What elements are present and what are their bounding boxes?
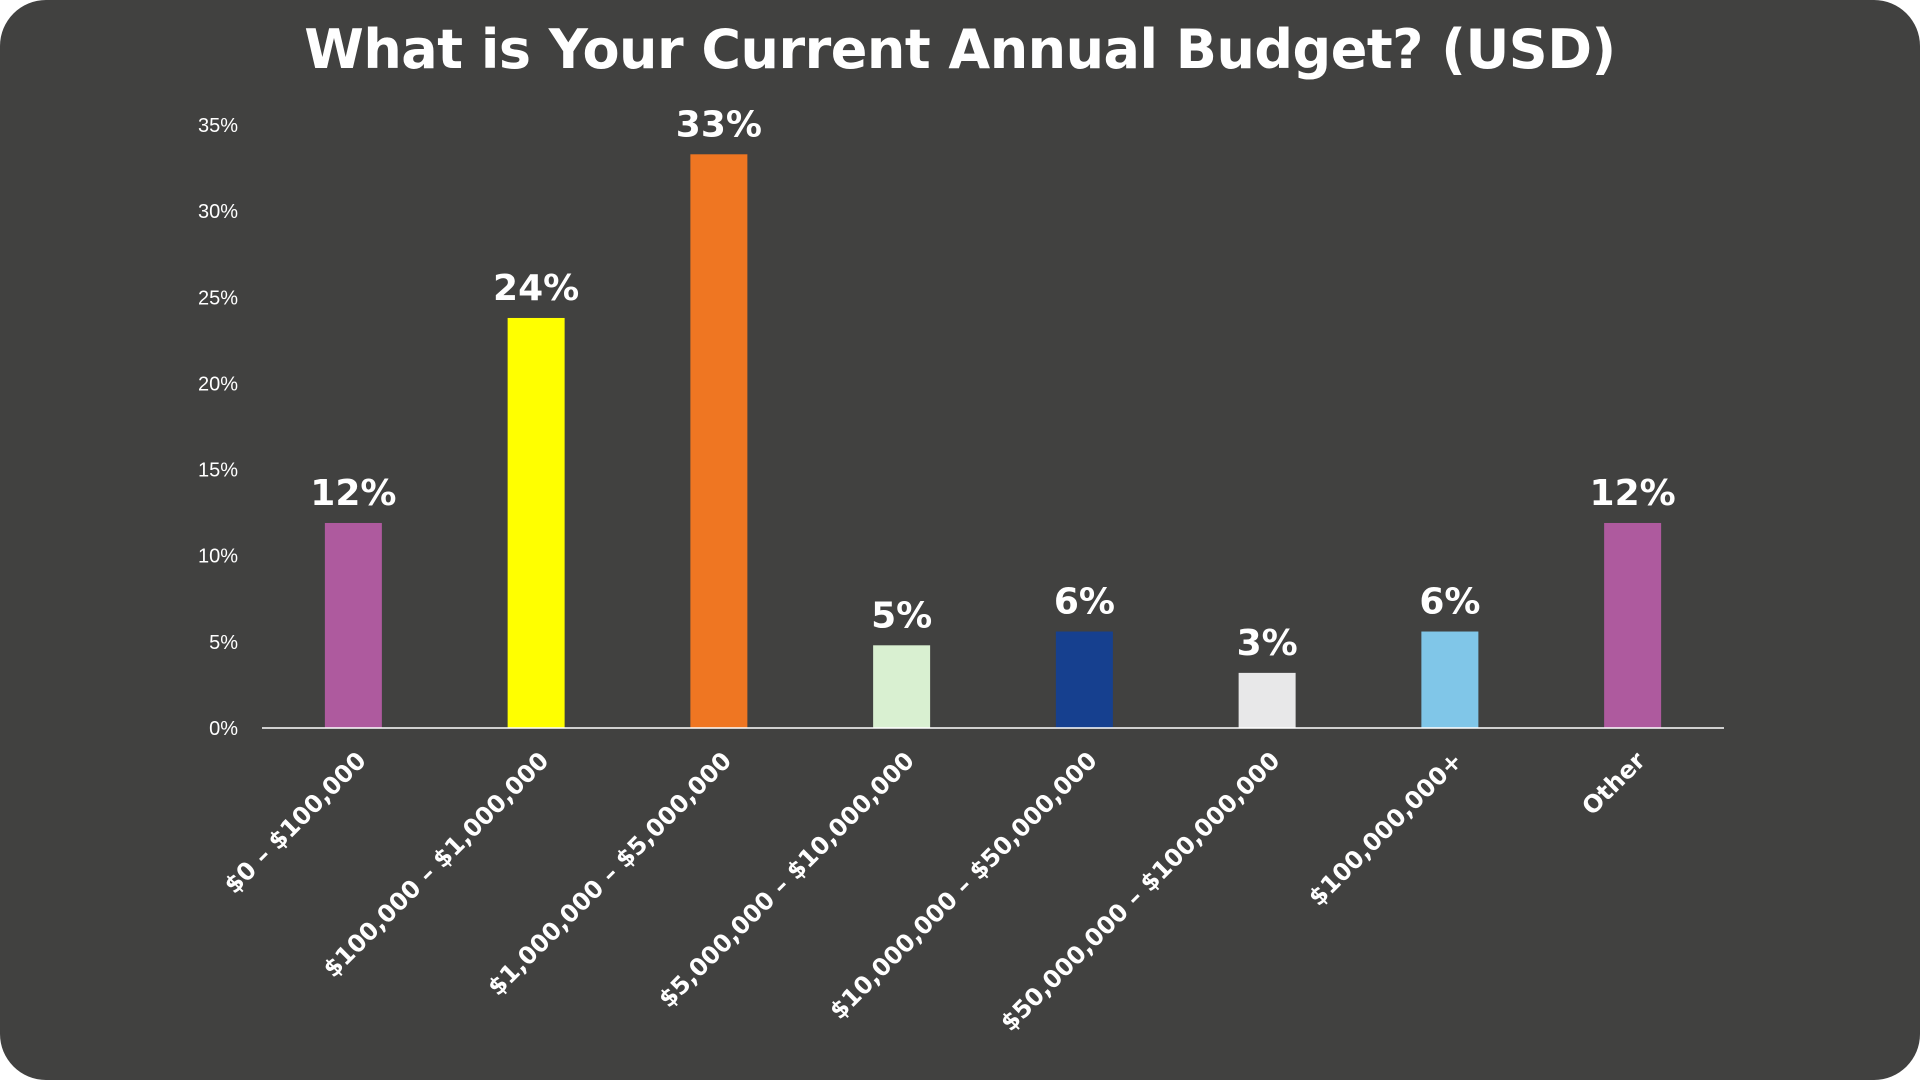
- data-label: 3%: [1237, 623, 1298, 664]
- bar: [507, 317, 565, 728]
- data-label: 24%: [493, 268, 579, 309]
- y-tick-label: 0%: [209, 718, 238, 740]
- x-tick-label: $0 – $100,000: [219, 746, 372, 899]
- bar: [1421, 631, 1479, 728]
- bar: [873, 645, 931, 728]
- bar: [1238, 672, 1296, 728]
- x-tick-label: Other: [1577, 746, 1651, 820]
- data-label: 6%: [1054, 582, 1115, 623]
- bar: [324, 522, 382, 728]
- y-tick-label: 25%: [198, 287, 238, 309]
- y-tick-label: 30%: [198, 201, 238, 223]
- data-label: 12%: [1590, 473, 1676, 514]
- y-tick-label: 5%: [209, 632, 238, 654]
- y-tick-label: 15%: [198, 460, 238, 482]
- bar: [1055, 631, 1113, 728]
- y-tick-label: 10%: [198, 546, 238, 568]
- chart-title: What is Your Current Annual Budget? (USD…: [304, 18, 1616, 81]
- data-label: 5%: [871, 595, 932, 636]
- data-label: 12%: [310, 473, 396, 514]
- bar: [1604, 522, 1662, 728]
- bar: [690, 154, 748, 728]
- data-label: 6%: [1419, 582, 1480, 623]
- x-tick-label: $100,000,000+: [1303, 746, 1468, 911]
- y-tick-label: 20%: [198, 373, 238, 395]
- data-label: 33%: [676, 104, 762, 145]
- y-tick-label: 35%: [198, 115, 238, 137]
